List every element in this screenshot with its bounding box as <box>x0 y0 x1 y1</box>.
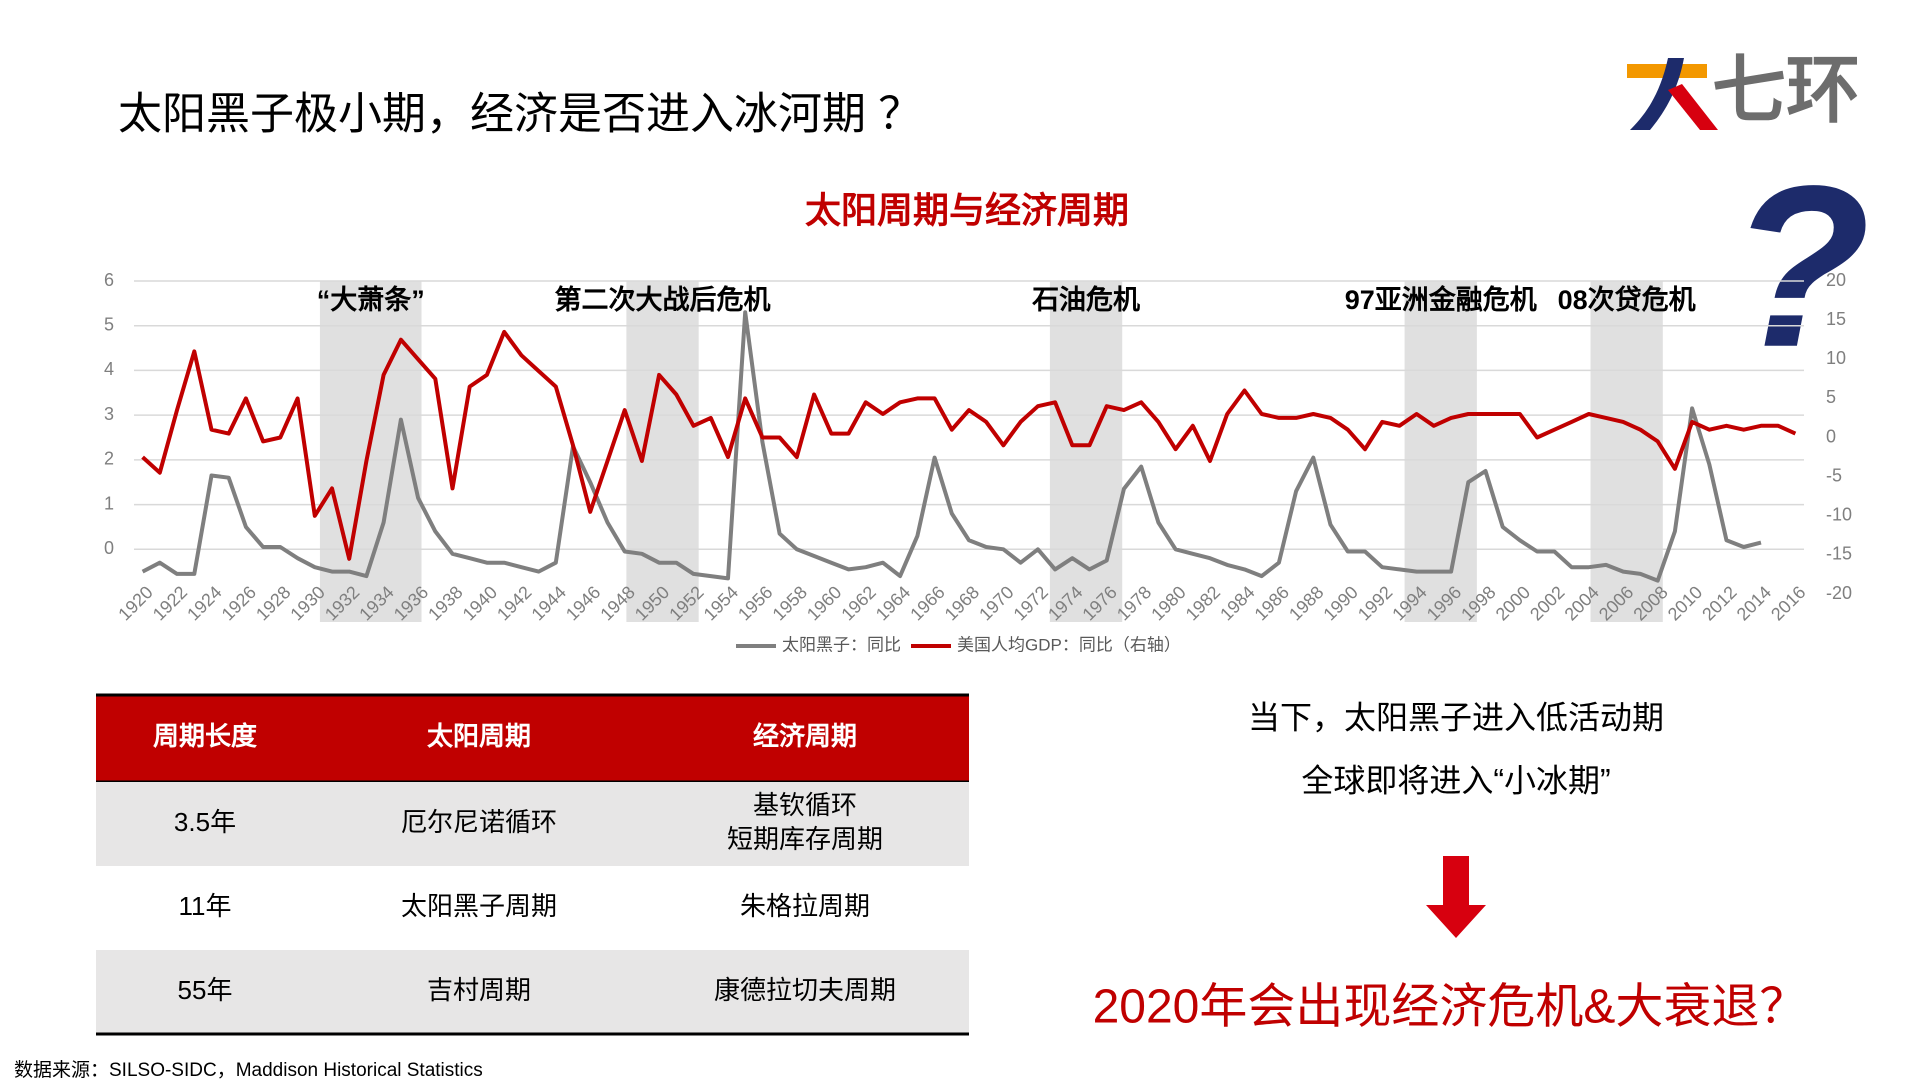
table-cell: 基钦循环 <box>753 790 857 820</box>
x-tick-label: 1946 <box>562 582 604 624</box>
x-tick-label: 1972 <box>1010 582 1052 624</box>
x-tick-label: 1960 <box>803 582 845 624</box>
x-tick-label: 1968 <box>941 582 983 624</box>
annotation-label: 石油危机 <box>1031 284 1140 315</box>
y2-tick-label: -15 <box>1826 544 1852 564</box>
y-tick-label: 6 <box>104 270 114 290</box>
table-header-cell: 周期长度 <box>153 721 257 751</box>
table-cell: 短期库存周期 <box>727 824 883 854</box>
y2-tick-label: -5 <box>1826 465 1842 485</box>
x-tick-label: 1958 <box>769 582 811 624</box>
highlight-band <box>1049 281 1123 622</box>
annotation-label: 第二次大战后危机 <box>555 284 771 315</box>
annotation-label: “大萧条” <box>317 285 425 315</box>
x-tick-label: 2016 <box>1767 582 1809 624</box>
x-tick-label: 1928 <box>252 582 294 624</box>
y2-tick-label: -20 <box>1826 583 1852 603</box>
x-tick-label: 1982 <box>1182 582 1224 624</box>
logo-text: 七环 <box>1712 49 1860 132</box>
logo: 七环 <box>1627 49 1860 132</box>
x-tick-label: 2014 <box>1733 582 1775 624</box>
x-tick-label: 2002 <box>1526 582 1568 624</box>
y-tick-label: 0 <box>104 538 114 558</box>
y-tick-label: 3 <box>104 404 114 424</box>
table-row-bg <box>96 950 969 1034</box>
table-header-cell: 太阳周期 <box>427 721 531 751</box>
table-cell: 55年 <box>178 975 233 1005</box>
table-cell: 太阳黑子周期 <box>401 891 557 921</box>
x-tick-label: 2000 <box>1492 582 1534 624</box>
source-note: 数据来源：SILSO-SIDC，Maddison Historical Stat… <box>14 1059 483 1080</box>
x-tick-label: 1954 <box>700 582 742 624</box>
x-tick-label: 1962 <box>837 582 879 624</box>
x-tick-label: 1938 <box>424 582 466 624</box>
table-cell: 朱格拉周期 <box>740 891 870 921</box>
data-line <box>141 310 1762 583</box>
y-tick-label: 5 <box>104 314 114 334</box>
legend-label: 美国人均GDP：同比（右轴） <box>957 635 1181 654</box>
table-cell: 康德拉切夫周期 <box>714 975 896 1005</box>
x-tick-label: 1942 <box>493 582 535 624</box>
plot: 0123456-20-15-10-50510152019201922192419… <box>104 270 1852 655</box>
data-line <box>141 329 1797 561</box>
table-cell: 11年 <box>179 891 232 921</box>
x-tick-label: 1984 <box>1216 582 1258 624</box>
x-tick-label: 1990 <box>1319 582 1361 624</box>
x-tick-label: 1970 <box>975 582 1017 624</box>
y2-tick-label: 15 <box>1826 309 1846 329</box>
x-tick-label: 1924 <box>183 582 225 624</box>
x-tick-label: 1964 <box>872 582 914 624</box>
x-tick-label: 2012 <box>1698 582 1740 624</box>
annotation-label: 97亚洲金融危机 <box>1345 284 1537 315</box>
legend-label: 太阳黑子：同比 <box>782 635 901 654</box>
x-tick-label: 1940 <box>459 582 501 624</box>
annotation-label: 08次贷危机 <box>1558 284 1696 315</box>
y-tick-label: 4 <box>104 359 114 379</box>
slide-title: 太阳黑子极小期，经济是否进入冰河期 ？ <box>118 90 922 139</box>
x-tick-label: 1980 <box>1147 582 1189 624</box>
table-row-bg <box>96 782 969 866</box>
logo-stroke <box>1630 58 1684 130</box>
arrow-down <box>1426 856 1486 938</box>
y-tick-label: 1 <box>104 493 114 513</box>
logo-stroke <box>1668 84 1718 130</box>
x-tick-label: 1920 <box>114 582 156 624</box>
table-cell: 3.5年 <box>174 807 236 837</box>
y-tick-label: 2 <box>104 449 114 469</box>
y2-tick-label: 20 <box>1826 270 1846 290</box>
table-cell: 吉村周期 <box>427 975 531 1005</box>
x-tick-label: 1966 <box>906 582 948 624</box>
table-cell: 厄尔尼诺循环 <box>401 807 557 837</box>
x-tick-label: 1956 <box>734 582 776 624</box>
conclusion-line: 全球即将进入“小冰期” <box>1301 762 1610 798</box>
y2-tick-label: 5 <box>1826 387 1836 407</box>
question-mark: ? <box>1730 138 1871 395</box>
chart-title: 太阳周期与经济周期 <box>805 190 1129 231</box>
y2-tick-label: 0 <box>1826 426 1836 446</box>
y2-tick-label: 10 <box>1826 348 1846 368</box>
x-tick-label: 1992 <box>1354 582 1396 624</box>
conclusion-line: 当下，太阳黑子进入低活动期 <box>1248 699 1664 735</box>
y2-tick-label: -10 <box>1826 505 1852 525</box>
table-header-cell: 经济周期 <box>753 721 857 751</box>
x-tick-label: 2010 <box>1664 582 1706 624</box>
x-tick-label: 1922 <box>149 582 191 624</box>
headline: 2020年会出现经济危机&大衰退？ <box>1093 981 1808 1034</box>
x-tick-label: 1988 <box>1285 582 1327 624</box>
x-tick-label: 1944 <box>528 582 570 624</box>
highlight-band <box>1404 281 1477 622</box>
x-tick-label: 1926 <box>218 582 260 624</box>
x-tick-label: 1986 <box>1251 582 1293 624</box>
table-header-bg <box>96 695 969 782</box>
